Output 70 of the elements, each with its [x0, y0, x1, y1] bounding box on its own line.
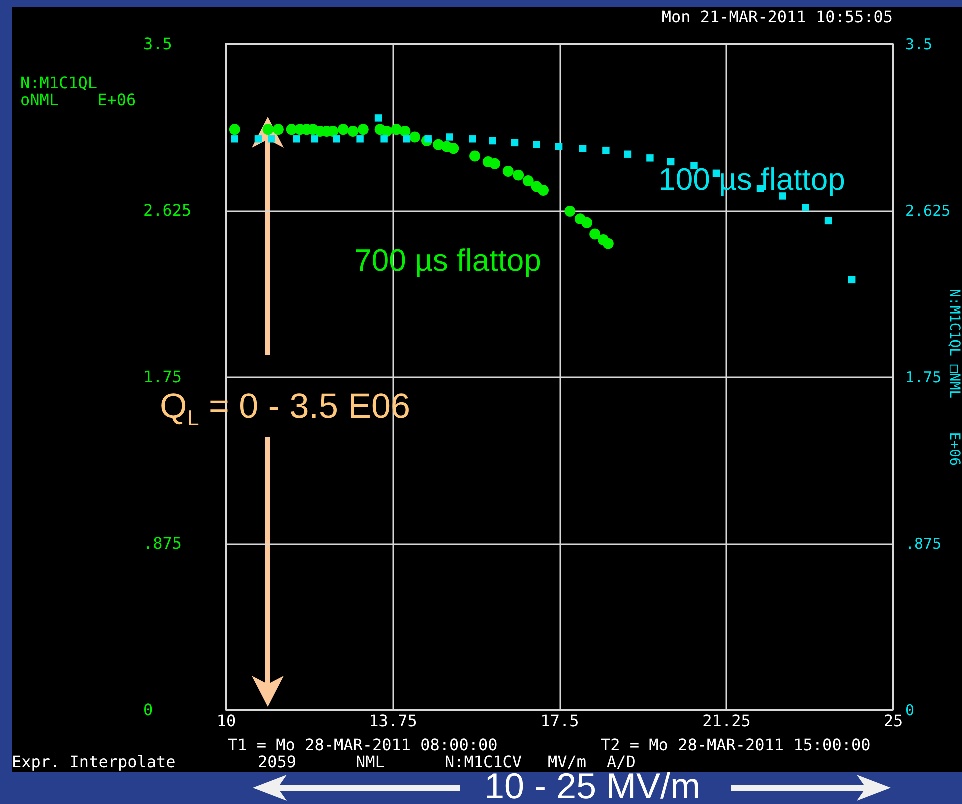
x-tick-label: 17.5	[540, 712, 580, 730]
y2-tick-label: 0	[906, 702, 915, 720]
text: NML	[356, 752, 385, 772]
point	[358, 124, 369, 136]
point	[374, 114, 382, 122]
y-tick-label: 1.75	[144, 368, 182, 386]
text: Mon 21-MAR-2011 10:55:05	[662, 8, 893, 26]
point	[824, 217, 832, 225]
point	[564, 206, 576, 217]
point	[538, 185, 549, 196]
point	[590, 228, 601, 240]
point	[533, 141, 540, 148]
point	[802, 204, 810, 212]
text: A/D	[607, 752, 636, 772]
point	[522, 176, 534, 186]
point	[469, 136, 476, 143]
x-tick-label: 21.25	[702, 712, 751, 730]
text: Expr. Interpolate	[12, 752, 176, 772]
point	[646, 154, 654, 162]
y2-axis-title: N:M1C1QL □NML E+06	[946, 288, 962, 466]
point	[268, 136, 276, 143]
point	[470, 150, 480, 162]
y2-tick-label: .875	[906, 535, 942, 553]
point	[272, 124, 284, 136]
point	[254, 136, 262, 143]
point	[380, 136, 388, 143]
point	[262, 124, 274, 136]
x-tick-label: 13.75	[369, 712, 418, 730]
y2-tick-label: 2.625	[906, 202, 951, 220]
point	[446, 134, 454, 141]
point	[624, 150, 632, 158]
point	[356, 136, 364, 143]
point	[489, 137, 496, 145]
point	[338, 124, 349, 136]
point	[448, 143, 460, 154]
text: N:M1C1CV	[445, 752, 522, 772]
point	[555, 143, 563, 150]
y2-tick-label: 1.75	[906, 368, 942, 386]
x-tick-label: 10	[216, 712, 236, 730]
point	[348, 126, 359, 137]
text: 2059	[258, 752, 297, 772]
point	[229, 124, 240, 136]
point	[712, 170, 720, 177]
y2-tick-label: 3.5	[906, 36, 933, 54]
point	[293, 136, 300, 143]
point	[381, 126, 392, 137]
point	[333, 136, 340, 143]
point	[231, 136, 238, 143]
point	[668, 158, 675, 166]
text: T2 = Mo 28-MAR-2011 15:00:00	[601, 736, 871, 754]
point	[403, 136, 411, 143]
y-axis-title: N:M1C1QL oNML E+06	[20, 74, 136, 110]
point	[602, 146, 610, 154]
point	[511, 139, 519, 147]
x-tick-label: 25	[884, 712, 904, 730]
point	[513, 170, 524, 181]
y-tick-label: 2.625	[144, 201, 192, 220]
point	[311, 136, 319, 143]
point	[502, 166, 514, 177]
y-tick-label: .875	[144, 534, 182, 553]
point	[848, 276, 856, 284]
point	[490, 158, 500, 170]
y-tick-label: 3.5	[144, 34, 172, 54]
y-tick-label: 0	[144, 700, 154, 720]
point	[579, 145, 587, 152]
point	[582, 217, 593, 228]
point	[400, 126, 411, 137]
point	[602, 238, 614, 250]
text: T1 = Mo 28-MAR-2011 08:00:00	[228, 736, 498, 754]
point	[410, 132, 420, 143]
